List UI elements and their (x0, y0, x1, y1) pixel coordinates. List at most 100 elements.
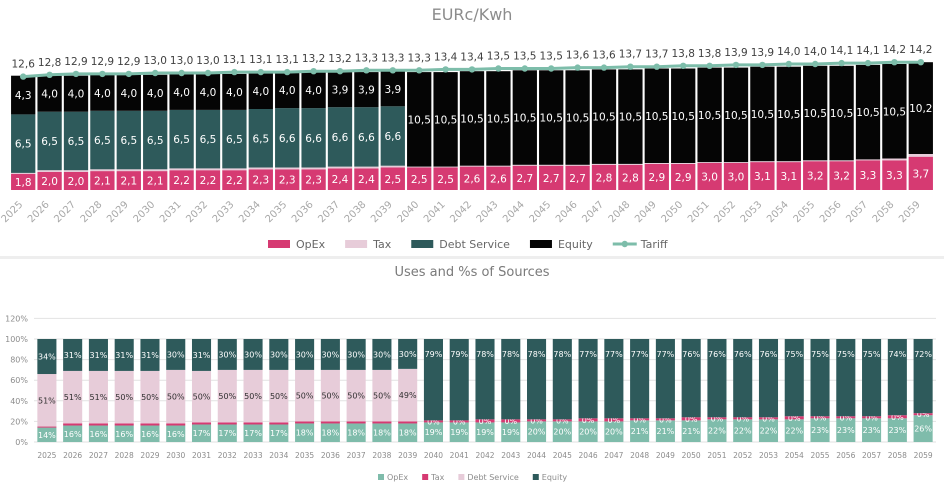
bar-pct-equity-2027 (88, 339, 108, 371)
bar-pct-tax-2043 (501, 419, 521, 423)
legend-label: Debt Service (439, 238, 510, 251)
bar-equity-2053 (750, 66, 775, 162)
tariff-label: 13,7 (619, 49, 642, 61)
x-tick-label: 2032 (184, 199, 210, 225)
x-tick-label: 2047 (580, 199, 606, 225)
bar-pct-label: 16% (141, 430, 159, 439)
bar-label: 6,5 (15, 139, 32, 151)
tariff-label: 13,1 (223, 54, 246, 66)
bar-pct-label: 30% (167, 350, 185, 359)
bar-label: 4,0 (252, 86, 269, 98)
bar-opex-2056 (829, 161, 854, 190)
x-tick-label: 2057 (844, 199, 870, 225)
bar-pct-label: 19% (425, 428, 443, 437)
bar-label: 10,5 (698, 110, 721, 122)
bar-pct-tax-2033 (243, 422, 263, 425)
bar-label: 2,4 (358, 174, 375, 186)
tariff-label: 13,0 (144, 55, 167, 67)
bar-label: 10,5 (487, 113, 510, 125)
bar-pct-opex-2044 (527, 421, 547, 442)
bar-pct-label: 30% (347, 350, 365, 359)
bar-label: 4,0 (173, 87, 190, 99)
bar-pct-label: 31% (90, 351, 108, 360)
bar-pct-opex-2045 (552, 421, 572, 442)
bar-pct-label: 0% (582, 416, 595, 425)
bar-opex-2037 (327, 168, 353, 190)
bar-label: 2,7 (543, 173, 560, 185)
bar-debt-service-2028 (90, 110, 115, 170)
bar-debt-service-2027 (63, 111, 89, 171)
bar-pct-label: 30% (373, 350, 391, 359)
bar-label: 6,5 (173, 134, 190, 146)
bar-pct-tax-2053 (758, 417, 779, 420)
x-tick-label: 2052 (733, 451, 752, 460)
bar-opex-2048 (618, 164, 643, 190)
tariff-label: 13,0 (170, 55, 193, 67)
x-tick-label: 2043 (501, 451, 520, 460)
x-tick-label: 2055 (810, 451, 829, 460)
x-tick-label: 2044 (501, 199, 527, 225)
y-tick-label: 100% (5, 335, 28, 344)
x-tick-label: 2028 (79, 199, 105, 225)
bar-pct-opex-2057 (862, 418, 882, 442)
bar-label: 3,2 (807, 171, 824, 183)
bar-pct-equity-2036 (320, 339, 340, 370)
bar-equity-2032 (195, 73, 221, 110)
bar-tax-2051 (697, 162, 722, 163)
bar-debt-service-2039 (380, 106, 405, 166)
tariff-point (917, 59, 924, 66)
tariff-point (653, 63, 660, 70)
bar-pct-opex-2040 (423, 422, 443, 442)
bar-label: 4,0 (305, 85, 322, 97)
bar-pct-opex-2030 (166, 425, 186, 442)
bar-pct-label: 18% (399, 429, 417, 438)
legend-swatch (411, 240, 434, 248)
bar-equity-2035 (275, 72, 300, 109)
bar-pct-tax-2034 (269, 422, 289, 425)
bar-label: 4,0 (226, 87, 243, 99)
x-tick-label: 2030 (132, 199, 158, 225)
tariff-label: 13,9 (724, 47, 747, 59)
tariff-point (257, 68, 264, 76)
tariff-label: 13,4 (434, 51, 458, 63)
bar-tax-2045 (539, 164, 564, 166)
x-tick-label: 2025 (0, 199, 25, 225)
tariff-point (310, 68, 317, 75)
bar-pct-opex-2041 (449, 422, 469, 442)
bar-pct-label: 21% (657, 427, 675, 436)
bar-debt-service-2038 (354, 107, 379, 167)
bar-opex-2026 (37, 172, 62, 190)
bar-pct-debt-service-2034 (269, 369, 289, 423)
tariff-point (336, 68, 344, 75)
bar-label: 2,7 (569, 173, 586, 185)
bar-label: 3,7 (912, 168, 929, 180)
bar-opex-2055 (803, 161, 828, 190)
x-tick-label: 2037 (316, 199, 342, 225)
bar-label: 3,9 (358, 85, 375, 97)
x-tick-label: 2040 (396, 199, 422, 225)
bar-opex-2057 (855, 160, 881, 190)
bar-pct-tax-2037 (346, 421, 366, 424)
bar-pct-label: 17% (218, 429, 236, 438)
bar-label: 6,5 (94, 135, 111, 147)
bar-label: 10,5 (408, 114, 431, 126)
bar-pct-label: 72% (914, 350, 932, 359)
bar-pct-label: 17% (244, 429, 262, 438)
tariff-point (20, 73, 27, 80)
bar-equity-2034 (248, 73, 273, 109)
bar-pct-label: 0% (891, 413, 904, 422)
bar-pct-label: 21% (631, 427, 649, 436)
legend-swatch (529, 240, 552, 248)
bar-equity-2039 (380, 71, 405, 107)
bar-tax-2046 (565, 164, 590, 166)
bar-equity-2031 (169, 73, 194, 110)
tariff-label: 12,6 (12, 59, 36, 71)
bar-label: 10,5 (619, 112, 642, 124)
bar-label: 2,2 (200, 175, 217, 187)
bar-pct-tax-2028 (114, 423, 134, 426)
bar-tax-2058 (882, 158, 907, 161)
bar-pct-label: 31% (115, 351, 133, 360)
tariff-point (732, 61, 740, 69)
tariff-label: 13,5 (487, 51, 510, 63)
bar-opex-2036 (301, 169, 326, 190)
